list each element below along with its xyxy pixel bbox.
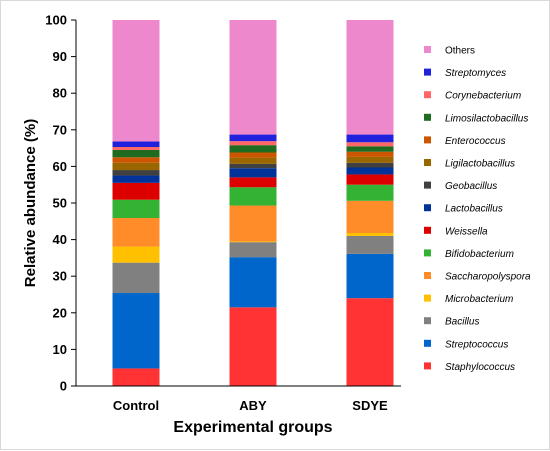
bar-segment [346, 174, 394, 185]
y-tick-label: 60 [53, 159, 67, 174]
x-tick-label: SDYE [352, 398, 388, 413]
bar-segment [112, 218, 160, 247]
legend-label: Geobacillus [445, 181, 497, 192]
legend-swatch [424, 181, 431, 189]
legend-label: Lactobacillus [445, 204, 503, 215]
bar-segment [112, 157, 160, 163]
bar-segment [229, 157, 277, 164]
legend-swatch [424, 249, 431, 257]
bar-segment [229, 187, 277, 206]
bar-segment [229, 168, 277, 178]
legend-swatch [424, 362, 431, 370]
legend-swatch [424, 272, 431, 279]
y-tick-label: 20 [53, 305, 67, 320]
legend-label: Weissella [445, 226, 488, 237]
legend-swatch [424, 159, 431, 166]
legend-label: Corynebacterium [445, 91, 521, 102]
bar-segment [346, 167, 394, 175]
bar-segment [346, 235, 394, 254]
bar-segment [346, 184, 394, 201]
y-tick-label: 80 [53, 86, 67, 101]
bar-segment [346, 253, 394, 299]
bar-segment [112, 170, 160, 176]
bar-segment [112, 20, 160, 142]
bar-segment [112, 175, 160, 183]
legend-label: Streptococcus [445, 339, 508, 350]
bar-segment [229, 145, 277, 153]
bar-segment [229, 307, 277, 386]
x-axis-title: Experimental groups [173, 419, 332, 436]
bar-segment [112, 147, 160, 150]
legend-label: Streptomyces [445, 68, 506, 79]
bar-segment [229, 205, 277, 242]
legend-swatch [424, 226, 431, 234]
bar-segment [346, 156, 394, 163]
legend-swatch [424, 317, 431, 325]
bar-segment [112, 262, 160, 294]
x-axis: Control ABY SDYE [76, 385, 401, 413]
bar-segment [229, 152, 277, 158]
legend-swatch [424, 204, 431, 212]
bar-segment [229, 177, 277, 188]
bar-segment [112, 246, 160, 263]
y-tick-label: 50 [53, 196, 67, 211]
bar-segment [229, 20, 277, 135]
bar-segment [229, 242, 277, 258]
bar-segment [229, 141, 277, 146]
bar-segment [346, 151, 394, 157]
bar-segment [346, 200, 394, 234]
x-tick-label: Control [113, 398, 159, 413]
bar-segment [229, 241, 277, 243]
bar-segment [112, 368, 160, 386]
legend-swatch [424, 91, 431, 99]
bar-segment [112, 182, 160, 200]
bar-segment [229, 257, 277, 308]
y-tick-label: 0 [60, 379, 67, 394]
bar-segment [346, 146, 394, 152]
bar-segment [112, 199, 160, 219]
legend-swatch [424, 339, 431, 347]
y-tick-label: 100 [45, 13, 67, 28]
legend-label: Ligilactobacillus [445, 159, 515, 170]
legend-label: Microbacterium [445, 294, 513, 305]
legend-label: Bifidobacterium [445, 249, 514, 260]
bar-segment [112, 162, 160, 171]
bar-segment [112, 149, 160, 158]
y-axis-title: Relative abundance (%) [22, 119, 39, 287]
bar-segment [112, 293, 160, 369]
legend: Others Streptomyces Corynebacterium Limosil… [424, 46, 531, 373]
bar-segment [346, 162, 394, 168]
legend-label: Enterococcus [445, 136, 506, 147]
legend-label: Limosilactobacillus [445, 113, 528, 124]
y-tick-label: 70 [53, 122, 67, 137]
bar-segment [346, 20, 394, 135]
legend-label: Staphylococcus [445, 362, 515, 373]
legend-swatch [424, 113, 431, 121]
legend-swatch [424, 136, 431, 144]
y-axis: 0 10 20 30 40 50 60 70 80 90 100 [45, 13, 77, 394]
bar-segment [346, 142, 394, 147]
y-tick-label: 40 [53, 232, 67, 247]
bar-segment [346, 134, 394, 143]
x-tick-label: ABY [239, 398, 267, 413]
legend-label: Bacillus [445, 317, 479, 328]
legend-swatch [424, 68, 431, 76]
legend-label: Saccharopolyspora [445, 272, 531, 283]
y-tick-label: 10 [53, 342, 67, 357]
bar-segment [229, 134, 277, 142]
y-tick-label: 90 [53, 49, 67, 64]
legend-label: Others [445, 46, 475, 57]
legend-swatch [424, 294, 431, 302]
bar-segment [346, 298, 394, 386]
bar-segment [346, 233, 394, 236]
bar-segment [112, 141, 160, 148]
legend-swatch [424, 46, 431, 53]
y-tick-label: 30 [53, 269, 67, 284]
bars-layer [112, 20, 394, 386]
bar-segment [229, 163, 277, 169]
